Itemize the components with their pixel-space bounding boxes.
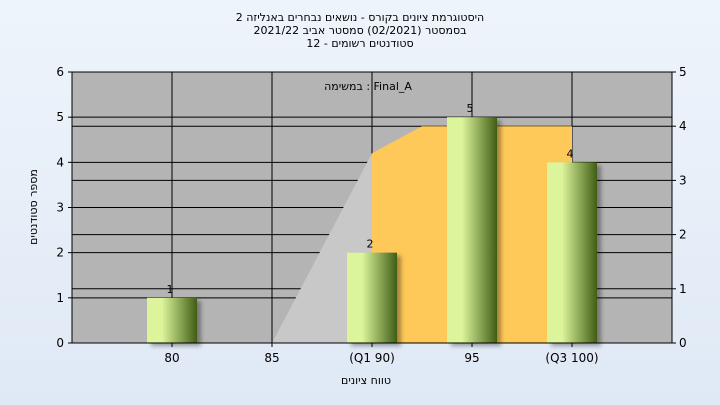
chart-title-line-3: סטודנטים רשומים - 12 [306,37,413,50]
data-label-2: 2 [367,238,374,251]
bar-layer: 1 2 5 4 [147,102,597,344]
y2-tick-label-4: 4 [679,119,687,133]
x-tick-label-4: (Q3 100) [545,351,598,365]
data-label-0: 1 [167,283,174,296]
bar-0 [147,297,197,343]
chart-title-line-1: היסטוגרמת ציונים בקורס - נושאים נבחרים ב… [236,11,485,24]
x-axis-label: טווח ציונים [341,374,391,387]
chart-title-line-2: בסמסטר (02/2021) סמסטר אביב 2021/22 [253,24,466,37]
y2-tick-label-2: 2 [679,228,687,242]
bar-4 [547,162,597,343]
x-tick-label-1: 85 [264,351,279,365]
y-tick-label-2: 2 [56,246,64,260]
data-label-3: 5 [467,102,474,115]
x-tick-label-2: (Q1 90) [349,351,395,365]
y2-tick-label-5: 5 [679,65,687,79]
y2-tick-label-1: 1 [679,282,687,296]
y2-tick-label-0: 0 [679,336,687,350]
y-tick-label-4: 4 [56,155,64,169]
y-tick-label-6: 6 [56,65,64,79]
task-annotation: במשימה : Final_A [324,80,412,93]
x-tick-label-3: 95 [464,351,479,365]
bar-3 [447,117,497,344]
y-tick-label-0: 0 [56,336,64,350]
y-tick-label-3: 3 [56,201,64,215]
y-axis-label: מספר סטודנטים [27,169,40,245]
data-label-4: 4 [567,147,574,160]
y-tick-label-1: 1 [56,291,64,305]
y-tick-label-5: 5 [56,110,64,124]
bar-2 [347,252,397,343]
axis-layer: 0 1 2 3 4 5 6 0 1 2 3 4 5 80 85 (Q1 90) 95 (Q3 100) [56,65,686,365]
y2-tick-label-3: 3 [679,173,687,187]
x-tick-label-0: 80 [164,351,179,365]
